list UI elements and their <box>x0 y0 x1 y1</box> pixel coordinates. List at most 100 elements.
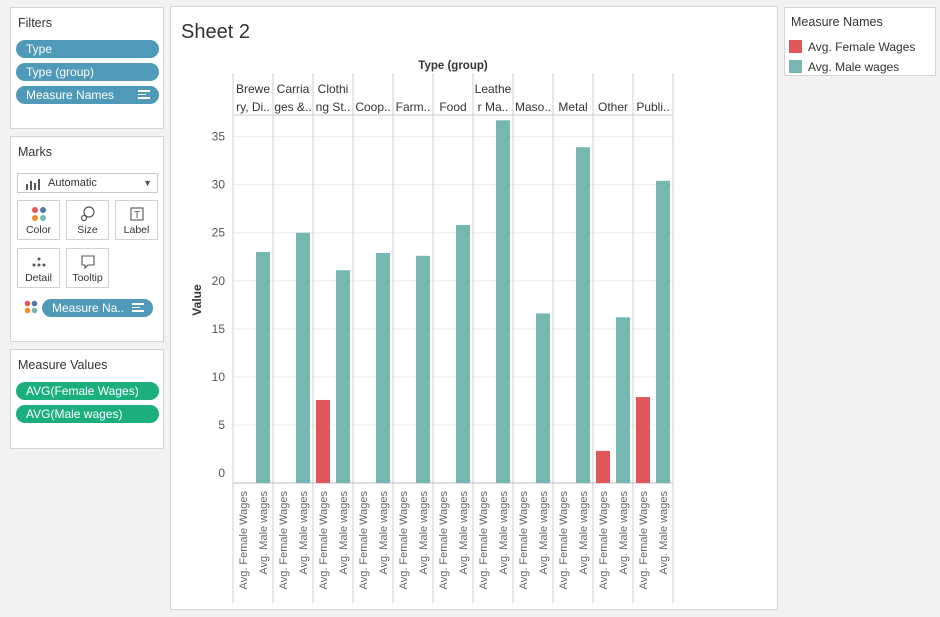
detail-dots-icon <box>18 254 59 270</box>
y-tick-label: 0 <box>218 466 225 480</box>
legend-item-label: Avg. Female Wages <box>808 40 916 54</box>
column-header-label: Carria <box>277 82 310 96</box>
text-label-icon: T <box>116 206 157 222</box>
x-tick-label: Avg. Male wages <box>498 491 510 575</box>
column-header-label: Farm.. <box>396 100 431 114</box>
bar <box>416 255 430 483</box>
marks-card: Marks Automatic ▼ Color Size T Label Det… <box>10 136 164 342</box>
bar <box>336 270 350 483</box>
x-tick-label: Avg. Male wages <box>618 491 630 575</box>
x-tick-label: Avg. Female Wages <box>638 491 650 590</box>
x-tick-label: Avg. Female Wages <box>518 491 530 590</box>
column-header-label: Brewe <box>236 82 270 96</box>
x-tick-label: Avg. Female Wages <box>558 491 570 590</box>
filter-pill-measure-names[interactable]: Measure Names <box>16 86 159 104</box>
legend-swatch <box>789 60 802 73</box>
x-tick-label: Avg. Male wages <box>418 491 430 575</box>
svg-text:T: T <box>133 210 139 221</box>
bar <box>636 397 650 483</box>
x-tick-label: Avg. Male wages <box>378 491 390 575</box>
y-tick-label: 30 <box>212 178 226 192</box>
x-tick-label: Avg. Female Wages <box>318 491 330 590</box>
filter-pill-type[interactable]: Type <box>16 40 159 58</box>
x-tick-label: Avg. Male wages <box>458 491 470 575</box>
y-tick-label: 10 <box>212 370 226 384</box>
marks-title: Marks <box>18 145 53 159</box>
bar <box>616 317 630 483</box>
column-header-label: ges &.. <box>274 100 311 114</box>
filter-pill-label: Type <box>26 42 53 56</box>
legend-item-label: Avg. Male wages <box>808 60 900 74</box>
x-tick-label: Avg. Female Wages <box>238 491 250 590</box>
legend-title: Measure Names <box>791 15 883 29</box>
column-header-label: r Ma.. <box>478 100 509 114</box>
y-tick-label: 25 <box>212 226 226 240</box>
color-dots-icon <box>18 206 59 222</box>
chevron-down-icon: ▼ <box>143 178 152 188</box>
mark-type-dropdown[interactable]: Automatic ▼ <box>17 173 158 193</box>
measure-values-title: Measure Values <box>18 358 108 372</box>
y-tick-label: 15 <box>212 322 226 336</box>
filters-shelf: Filters Type Type (group) Measure Names <box>10 7 164 129</box>
column-header-label: Metal <box>558 100 587 114</box>
measure-pill-male-wages[interactable]: AVG(Male wages) <box>16 405 159 423</box>
sheet-title: Sheet 2 <box>181 21 250 43</box>
bar <box>596 450 610 483</box>
x-tick-label: Avg. Female Wages <box>598 491 610 590</box>
bar-chart: Type (group) Brewe ry, Di.. Carria ges &.. Cl… <box>190 60 674 603</box>
filter-pill-type-group[interactable]: Type (group) <box>16 63 159 81</box>
x-tick-label: Avg. Male wages <box>298 491 310 575</box>
bar <box>296 232 310 483</box>
column-header-label: Other <box>598 100 628 114</box>
size-mark-button[interactable]: Size <box>66 200 109 240</box>
label-mark-label: Label <box>123 224 150 236</box>
color-measure-names-pill[interactable]: Measure Na.. <box>42 299 153 317</box>
x-tick-label: Avg. Female Wages <box>438 491 450 590</box>
column-header-label: Clothi <box>318 82 349 96</box>
measure-pill-female-wages[interactable]: AVG(Female Wages) <box>16 382 159 400</box>
y-axis-label: Value <box>190 284 204 316</box>
sort-icon <box>138 90 150 100</box>
color-mark-label: Color <box>25 224 52 236</box>
x-tick-label: Avg. Male wages <box>338 491 350 575</box>
filter-pill-label: Measure Names <box>26 88 115 102</box>
x-tick-label: Avg. Male wages <box>578 491 590 575</box>
column-header-label: Food <box>439 100 466 114</box>
sort-icon <box>132 303 144 313</box>
column-header-title: Type (group) <box>418 60 488 72</box>
tooltip-mark-button[interactable]: Tooltip <box>66 248 109 288</box>
color-mark-button[interactable]: Color <box>17 200 60 240</box>
x-tick-label: Avg. Female Wages <box>358 491 370 590</box>
column-header-label: Leathe <box>475 82 512 96</box>
measure-values-shelf: Measure Values AVG(Female Wages) AVG(Mal… <box>10 349 164 449</box>
x-tick-label: Avg. Male wages <box>538 491 550 575</box>
x-tick-label: Avg. Male wages <box>658 491 670 575</box>
color-pill-label: Measure Na.. <box>52 301 125 315</box>
tooltip-icon <box>67 254 108 270</box>
tooltip-mark-label: Tooltip <box>72 272 103 284</box>
legend-item-female[interactable]: Avg. Female Wages <box>789 40 915 54</box>
bar <box>456 225 470 484</box>
label-mark-button[interactable]: T Label <box>115 200 158 240</box>
bar <box>576 147 590 483</box>
x-tick-label: Avg. Female Wages <box>478 491 490 590</box>
mark-type-value: Automatic <box>48 177 97 189</box>
color-legend: Measure Names Avg. Female Wages Avg. Mal… <box>784 7 936 76</box>
x-tick-label: Avg. Female Wages <box>398 491 410 590</box>
legend-swatch <box>789 40 802 53</box>
y-tick-label: 20 <box>212 274 226 288</box>
x-tick-label: Avg. Female Wages <box>278 491 290 590</box>
color-dots-icon <box>24 300 38 319</box>
column-header-label: Publi.. <box>636 100 669 114</box>
column-header-label: Maso.. <box>515 100 551 114</box>
filters-title: Filters <box>18 16 53 30</box>
legend-item-male[interactable]: Avg. Male wages <box>789 60 899 74</box>
x-tick-label: Avg. Male wages <box>258 491 270 575</box>
detail-mark-label: Detail <box>25 272 52 284</box>
bar <box>536 313 550 483</box>
column-header-label: ry, Di.. <box>236 100 270 114</box>
detail-mark-button[interactable]: Detail <box>17 248 60 288</box>
y-tick-label: 5 <box>218 418 225 432</box>
column-header-label: ng St.. <box>316 100 351 114</box>
bar-chart-icon <box>26 178 42 196</box>
